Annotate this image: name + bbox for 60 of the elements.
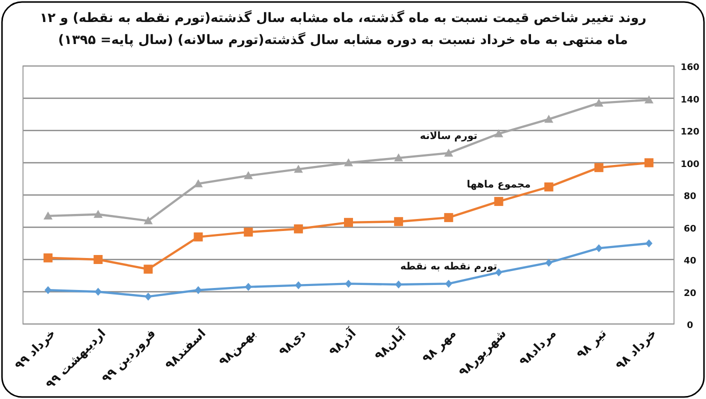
point (144, 264, 153, 274)
point (144, 216, 153, 224)
series-label: تورم سالانه (420, 131, 478, 142)
x-tick-label: تیر ۹۸ (574, 326, 610, 362)
x-tick-label: بهمن۹۸ (216, 326, 258, 369)
point (595, 244, 602, 252)
chart-title: روند تغییر شاخص قیمت نسبت به ماه گذشته، ماه مشابه سال گذشته(تورم نقطه به نقطه) و ۱۲ ماه منتهی به ماه خرداد نسبت به دوره مشابه سال گذشته(تورم سالانه) (سال پایه= ۱۳۹۵) (38, 9, 648, 50)
point (294, 281, 302, 290)
y-tick-label: 0 (686, 321, 694, 331)
x-tick-label: آذر۹۸ (326, 324, 360, 359)
x-tick-label: مرداد۹۸ (516, 326, 559, 369)
x-tick-label: دی۹۸ (276, 326, 309, 359)
point (244, 228, 253, 237)
point (44, 286, 52, 294)
y-tick-label: 120 (680, 128, 700, 138)
point (644, 95, 654, 104)
point (494, 129, 504, 138)
point (544, 114, 554, 123)
x-tick-label: اسفند۹۸ (162, 326, 208, 372)
point (344, 158, 353, 166)
point (394, 217, 404, 226)
point (294, 164, 303, 173)
point (94, 288, 102, 296)
point (645, 239, 652, 248)
y-tick-label: 160 (680, 63, 700, 73)
point (594, 98, 604, 107)
point (494, 196, 504, 206)
point (244, 282, 252, 291)
point (345, 280, 352, 288)
y-tick-label: 100 (680, 160, 700, 170)
point (644, 158, 654, 168)
point (544, 182, 554, 192)
point (144, 292, 152, 301)
y-tick-label: 40 (684, 256, 696, 266)
point (545, 258, 552, 267)
point (444, 148, 454, 157)
point (44, 253, 53, 262)
point (395, 280, 402, 288)
x-tick-label: خرداد ۹۹ (12, 326, 58, 372)
point (594, 163, 604, 172)
y-tick-label: 140 (680, 95, 700, 106)
x-tick-label: خرداد ۹۸ (612, 326, 660, 372)
y-tick-label: 80 (684, 192, 696, 202)
point (94, 255, 103, 264)
series-label: مجموع ماهها (466, 179, 531, 190)
x-tick-label: آبان۹۸ (371, 324, 410, 364)
point (344, 218, 353, 227)
point (194, 286, 202, 294)
point (444, 213, 454, 222)
point (495, 268, 502, 276)
point (194, 232, 203, 242)
point (394, 153, 404, 162)
point (445, 280, 452, 288)
series-label: تورم نقطه به نقطه (400, 262, 498, 273)
y-tick-label: 20 (684, 288, 696, 299)
point (294, 224, 303, 234)
point (44, 211, 53, 220)
point (244, 171, 253, 180)
y-tick-label: 60 (684, 224, 696, 234)
point (94, 210, 103, 218)
